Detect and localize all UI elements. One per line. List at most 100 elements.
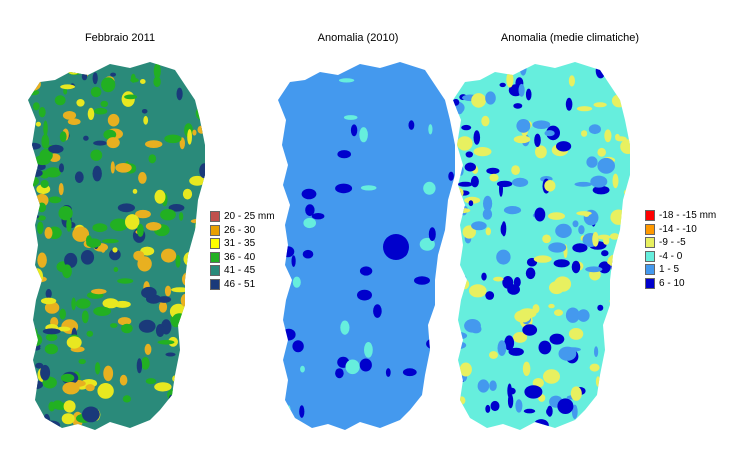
rain-patch bbox=[497, 340, 507, 356]
legend-swatch bbox=[210, 238, 220, 250]
rain-patch bbox=[62, 111, 77, 120]
legend-swatch bbox=[645, 250, 655, 262]
rain-patch bbox=[408, 120, 415, 130]
rain-patch bbox=[172, 386, 189, 400]
rain-patch bbox=[594, 346, 599, 358]
rain-patch bbox=[532, 120, 551, 129]
rain-patch bbox=[141, 109, 148, 114]
rain-patch bbox=[565, 97, 573, 111]
rain-patch bbox=[28, 380, 44, 390]
rain-patch bbox=[100, 100, 109, 108]
rain-patch bbox=[609, 233, 620, 240]
rain-patch bbox=[337, 150, 352, 159]
rain-patch bbox=[154, 382, 172, 392]
rain-patch bbox=[616, 382, 630, 397]
legend-label: -18 - -15 mm bbox=[659, 210, 717, 222]
rain-patch bbox=[603, 237, 610, 245]
rain-patch bbox=[574, 181, 593, 187]
rain-patch bbox=[544, 130, 555, 137]
rain-patch bbox=[121, 323, 133, 334]
rain-patch bbox=[112, 247, 118, 253]
rain-patch bbox=[402, 368, 417, 377]
rain-patch bbox=[193, 347, 205, 361]
rain-patch bbox=[93, 140, 107, 146]
rain-patch bbox=[453, 341, 467, 349]
rain-patch bbox=[563, 347, 581, 352]
rain-patch bbox=[189, 175, 205, 186]
legend-item: -14 - -10 bbox=[645, 223, 716, 237]
rain-patch bbox=[95, 362, 101, 375]
rain-patch bbox=[414, 276, 430, 285]
rain-patch bbox=[85, 384, 95, 392]
rain-patch bbox=[63, 88, 68, 95]
rain-patch bbox=[148, 154, 157, 164]
rain-patch bbox=[511, 177, 529, 187]
rain-patch bbox=[453, 207, 471, 214]
rain-patch bbox=[338, 78, 355, 83]
rain-patch bbox=[29, 275, 47, 283]
rain-patch bbox=[538, 340, 552, 355]
rain-patch bbox=[357, 289, 372, 301]
rain-patch bbox=[373, 304, 382, 318]
rain-patch bbox=[597, 157, 615, 174]
rain-patch bbox=[102, 298, 119, 309]
rain-patch bbox=[199, 163, 205, 179]
rain-patch bbox=[40, 179, 49, 189]
rain-patch bbox=[194, 232, 201, 239]
rain-patch bbox=[44, 227, 53, 239]
legend-label: 46 - 51 bbox=[224, 278, 256, 290]
rain-patch bbox=[522, 324, 538, 336]
rain-patch bbox=[145, 222, 162, 231]
rain-patch bbox=[81, 310, 89, 324]
rain-patch bbox=[453, 62, 466, 69]
rain-patch bbox=[194, 220, 204, 232]
rain-patch bbox=[74, 171, 84, 183]
rain-patch bbox=[460, 279, 470, 290]
rain-patch bbox=[493, 276, 504, 282]
rain-patch bbox=[571, 260, 581, 274]
rain-patch bbox=[186, 309, 193, 322]
rain-patch bbox=[594, 408, 606, 424]
rain-patch bbox=[572, 220, 579, 228]
rain-patch bbox=[549, 281, 565, 295]
rain-patch bbox=[500, 223, 505, 235]
rain-patch bbox=[554, 309, 563, 317]
rain-patch bbox=[195, 254, 205, 261]
rain-patch bbox=[292, 276, 301, 288]
rain-patch bbox=[59, 131, 67, 143]
rain-patch bbox=[548, 212, 565, 220]
legend-label: -4 - 0 bbox=[659, 250, 683, 262]
anomaly-hotspot bbox=[383, 234, 409, 260]
rain-patch bbox=[610, 209, 627, 225]
rain-patch bbox=[110, 218, 128, 232]
rain-patch bbox=[28, 175, 39, 188]
legend-label: -9 - -5 bbox=[659, 237, 686, 249]
rain-patch bbox=[464, 319, 481, 333]
rain-patch bbox=[67, 118, 81, 125]
rain-patch bbox=[624, 398, 630, 409]
rain-patch bbox=[28, 89, 40, 96]
map-anomalia-2010 bbox=[278, 62, 455, 430]
rain-patch bbox=[543, 369, 560, 384]
rain-patch bbox=[197, 311, 205, 327]
rain-patch bbox=[572, 243, 588, 253]
rain-patch bbox=[620, 210, 630, 227]
legend-swatch bbox=[210, 278, 220, 290]
rain-patch bbox=[499, 82, 506, 88]
rain-patch bbox=[42, 328, 61, 335]
rain-patch bbox=[489, 351, 498, 359]
rain-patch bbox=[465, 151, 473, 158]
rain-patch bbox=[164, 134, 182, 144]
rain-patch bbox=[508, 387, 516, 395]
rain-patch bbox=[197, 125, 205, 134]
rain-patch bbox=[48, 144, 64, 154]
rain-patch bbox=[585, 266, 603, 273]
legend-item: 36 - 40 bbox=[210, 251, 275, 265]
rain-patch bbox=[485, 91, 496, 105]
rain-patch bbox=[182, 407, 188, 417]
rain-patch bbox=[299, 405, 305, 418]
rain-patch bbox=[41, 134, 50, 149]
rain-patch bbox=[468, 200, 474, 207]
rain-patch bbox=[86, 235, 92, 246]
